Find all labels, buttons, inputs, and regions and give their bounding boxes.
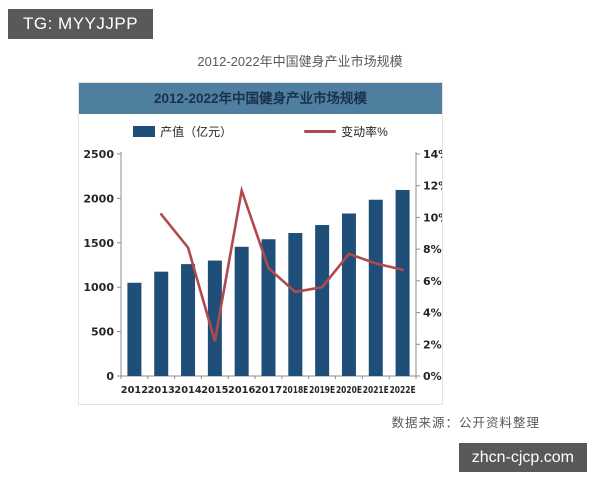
x-tick-label-2013: 2013 [148, 385, 175, 396]
page-title: 2012-2022年中国健身产业市场规模 [197, 54, 403, 69]
y-right-tick-label: 14% [423, 148, 442, 161]
bar-series-swatch-icon [133, 126, 156, 137]
watermark: zhcn-cjcp.com [458, 443, 587, 472]
chart-legend: 产值（亿元） 变动率% [79, 114, 442, 142]
bar-2014 [181, 264, 196, 376]
x-tick-label-2016: 2016 [228, 385, 255, 396]
y-left-tick-label: 2500 [83, 148, 114, 161]
y-right-tick-label: 4% [423, 307, 442, 320]
bar-2013 [154, 271, 169, 376]
y-right-tick-label: 10% [423, 211, 442, 224]
x-tick-label-2019E: 2019E [309, 385, 335, 396]
y-right-tick-label: 0% [423, 370, 442, 383]
x-tick-label-2020E: 2020E [336, 385, 362, 396]
y-left-tick-label: 500 [91, 326, 114, 339]
bar-2016 [234, 246, 249, 376]
x-tick-label-2015: 2015 [201, 385, 228, 396]
y-left-tick-label: 2000 [83, 192, 114, 205]
y-left-tick-label: 1000 [83, 281, 114, 294]
x-tick-label-2014: 2014 [174, 385, 201, 396]
bar-2018E [288, 233, 303, 376]
bar-2019E [315, 225, 330, 376]
bar-2022E [395, 189, 410, 376]
bar-2017 [261, 239, 276, 376]
x-tick-label-2012: 2012 [121, 385, 148, 396]
y-right-tick-label: 2% [423, 338, 442, 351]
chart-card: 2012-2022年中国健身产业市场规模 产值（亿元） 变动率% 0 500 100… [78, 82, 443, 405]
source-note: 数据来源：公开资料整理 [391, 416, 540, 430]
x-tick-label-2017: 2017 [255, 385, 282, 396]
legend-item-line: 变动率% [304, 123, 388, 140]
tg-badge: TG: MYYJJPP [8, 9, 154, 39]
legend-bar-label: 产值（亿元） [160, 125, 233, 139]
bar-2020E [341, 213, 356, 376]
y-right-tick-label: 12% [423, 180, 442, 193]
line-series-swatch-icon [304, 130, 337, 133]
y-left-tick-label: 0 [106, 370, 114, 383]
legend-line-label: 变动率% [341, 125, 388, 139]
x-tick-label-2021E: 2021E [363, 385, 389, 396]
legend-item-bar: 产值（亿元） [133, 123, 232, 140]
x-tick-label-2022E: 2022E [390, 385, 416, 396]
y-right-tick-label: 6% [423, 275, 442, 288]
x-tick-label-2018E: 2018E [282, 385, 308, 396]
bar-2015 [207, 260, 222, 376]
y-left-tick-label: 1500 [83, 237, 114, 250]
bar-2021E [368, 199, 383, 376]
chart-plot: 0 500 1000 1500 2000 2500 0% 2% 4% 6% 8% 10% 12% 14% 2… [83, 148, 442, 396]
y-right-tick-label: 8% [423, 243, 442, 256]
chart-banner-title: 2012-2022年中国健身产业市场规模 [79, 83, 442, 114]
growth-rate-line [159, 185, 404, 342]
bar-2012 [127, 282, 142, 376]
